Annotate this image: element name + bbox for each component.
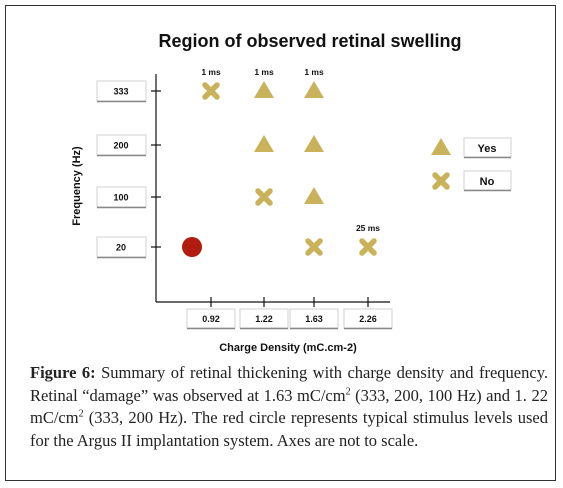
data-points: 1 ms 1 ms 1 ms 25 ms bbox=[182, 67, 380, 257]
pulse-duration-label: 25 ms bbox=[356, 223, 380, 233]
x-axis-label: Charge Density (mC.cm-2) bbox=[219, 342, 357, 354]
x-tick-label: 2.26 bbox=[359, 314, 377, 324]
y-tick-label: 20 bbox=[116, 243, 126, 253]
legend: Yes No bbox=[431, 137, 512, 192]
x-tick-label: 1.22 bbox=[255, 314, 273, 324]
figure-frame: Region of observed retinal swelling Freq… bbox=[5, 5, 556, 481]
legend-cross-icon bbox=[432, 172, 450, 190]
point-argus-circle bbox=[182, 237, 202, 257]
legend-label: No bbox=[480, 176, 495, 188]
point-yes-triangle bbox=[304, 135, 324, 152]
point-yes-triangle bbox=[304, 81, 324, 98]
y-tick-label: 200 bbox=[113, 141, 128, 151]
cross-stroke bbox=[255, 188, 273, 206]
pulse-duration-label: 1 ms bbox=[304, 67, 324, 77]
caption-text-2: (333, 200, 100 Hz) and 1. 22 mC/cm bbox=[30, 385, 548, 428]
x-tick-label: 0.92 bbox=[202, 314, 220, 324]
cross-stroke bbox=[432, 172, 450, 190]
point-no-cross bbox=[359, 238, 377, 256]
cross-stroke bbox=[202, 82, 220, 100]
cross-stroke bbox=[359, 238, 377, 256]
cross-stroke bbox=[305, 238, 323, 256]
caption-label: Figure 6: bbox=[30, 363, 96, 382]
point-yes-triangle bbox=[254, 81, 274, 98]
point-yes-triangle bbox=[304, 187, 324, 204]
pulse-duration-label: 1 ms bbox=[254, 67, 274, 77]
scatter-chart: Region of observed retinal swelling Freq… bbox=[71, 31, 512, 354]
point-no-cross bbox=[305, 238, 323, 256]
legend-label: Yes bbox=[478, 143, 497, 155]
y-tick-label: 100 bbox=[113, 193, 128, 203]
point-yes-triangle bbox=[254, 135, 274, 152]
y-axis-label: Frequency (Hz) bbox=[71, 146, 83, 226]
caption-superscript-2: 2 bbox=[78, 408, 84, 420]
point-no-cross bbox=[202, 82, 220, 100]
legend-triangle-icon bbox=[431, 138, 451, 155]
figure-caption: Figure 6: Summary of retinal thickening … bbox=[30, 362, 548, 452]
caption-text-1: Summary of retinal thickening with charg… bbox=[30, 363, 549, 405]
axes: 20 100 200 333 0.92 1.22 1.63 2.26 bbox=[96, 74, 393, 330]
caption-text-3: (333, 200 Hz). The red circle represents… bbox=[30, 408, 548, 450]
pulse-duration-label: 1 ms bbox=[201, 67, 221, 77]
point-no-cross bbox=[255, 188, 273, 206]
y-tick-label: 333 bbox=[113, 87, 128, 97]
chart-title: Region of observed retinal swelling bbox=[158, 31, 461, 51]
x-tick-label: 1.63 bbox=[305, 314, 323, 324]
caption-superscript-1: 2 bbox=[345, 386, 351, 397]
